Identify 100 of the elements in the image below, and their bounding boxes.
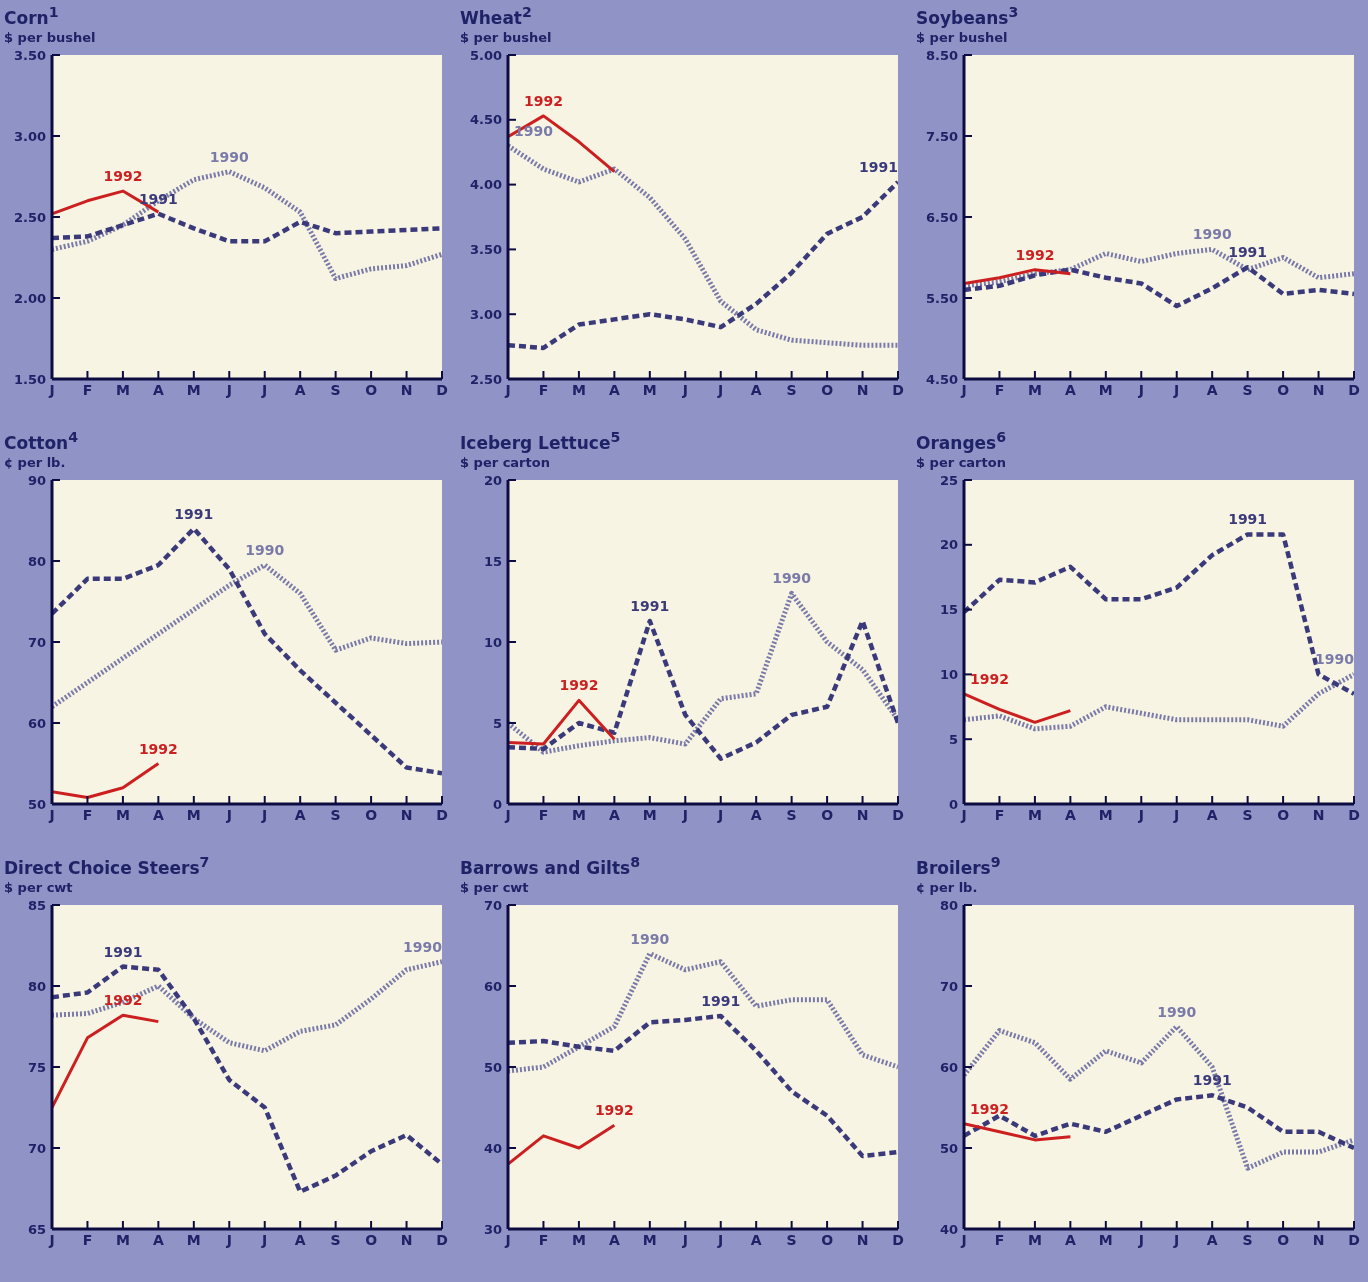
x-tick-label: S	[1242, 806, 1253, 823]
y-tick-label: 50	[483, 1059, 502, 1075]
x-tick-label: J	[681, 1231, 688, 1248]
chart-title: Cotton$^{4}$	[4, 429, 80, 453]
x-tick-label: A	[608, 1231, 620, 1248]
x-tick-label: J	[225, 806, 232, 823]
x-tick-label: D	[436, 1231, 448, 1248]
x-tick-label: M	[115, 1231, 130, 1248]
y-tick-label: 90	[27, 472, 46, 488]
x-tick-label: D	[892, 1231, 904, 1248]
x-tick-label: M	[186, 806, 201, 823]
x-tick-label: J	[48, 806, 55, 823]
line-series	[964, 1121, 1072, 1142]
x-tick-label: M	[642, 1231, 657, 1248]
series-label: 1991	[103, 943, 143, 960]
y-axis-title: $ per carton	[460, 454, 551, 470]
x-tick-label: A	[152, 381, 164, 398]
y-tick-label: 5.00	[469, 47, 502, 63]
x-tick-label: J	[960, 806, 967, 823]
y-tick-label: 7.50	[925, 128, 958, 144]
series-label: 1991	[1228, 243, 1268, 260]
y-tick-label: 25	[939, 472, 958, 488]
x-tick-label: A	[1206, 806, 1218, 823]
x-tick-label: S	[330, 381, 341, 398]
x-tick-label: S	[330, 806, 341, 823]
chart-title: Wheat$^{2}$	[460, 4, 533, 28]
x-tick-label: A	[152, 1231, 164, 1248]
y-tick-label: 0	[492, 796, 502, 812]
series-label: 1990	[1192, 226, 1232, 243]
x-tick-label: A	[1064, 806, 1076, 823]
y-tick-label: 5.50	[925, 290, 958, 306]
series-label: 1992	[103, 167, 143, 184]
x-tick-label: A	[1206, 381, 1218, 398]
x-tick-label: J	[960, 1231, 967, 1248]
y-tick-label: 60	[483, 978, 502, 994]
x-tick-label: A	[294, 1231, 306, 1248]
y-tick-label: 50	[939, 1140, 958, 1156]
x-tick-label: M	[186, 1231, 201, 1248]
x-tick-label: N	[400, 381, 413, 398]
series-label: 1991	[1228, 511, 1268, 528]
x-tick-label: J	[261, 1231, 268, 1248]
x-tick-label: F	[538, 381, 549, 398]
x-tick-label: A	[294, 381, 306, 398]
y-tick-label: 70	[483, 897, 502, 913]
x-tick-label: M	[642, 806, 657, 823]
x-tick-label: M	[115, 806, 130, 823]
x-tick-label: N	[400, 1231, 413, 1248]
y-tick-label: 70	[939, 978, 958, 994]
y-tick-label: 4.00	[469, 176, 502, 192]
x-tick-label: J	[1137, 1231, 1144, 1248]
x-tick-label: J	[681, 381, 688, 398]
y-tick-label: 2.00	[13, 290, 46, 306]
x-tick-label: O	[821, 381, 834, 398]
x-tick-label: M	[1027, 806, 1042, 823]
x-tick-label: J	[48, 381, 55, 398]
x-tick-label: J	[681, 806, 688, 823]
x-tick-label: A	[750, 806, 762, 823]
x-tick-label: F	[82, 381, 93, 398]
x-tick-label: J	[261, 806, 268, 823]
x-tick-label: F	[994, 381, 1005, 398]
series-label: 1990	[514, 122, 554, 139]
y-tick-label: 2.50	[13, 209, 46, 225]
series-label: 1991	[174, 505, 214, 522]
x-tick-label: F	[994, 1231, 1005, 1248]
y-tick-label: 2.50	[469, 371, 502, 387]
x-tick-label: J	[504, 381, 511, 398]
series-label: 1991	[859, 158, 898, 175]
x-tick-label: M	[115, 381, 130, 398]
x-tick-label: J	[48, 1231, 55, 1248]
line-series	[52, 963, 442, 1194]
x-tick-label: F	[82, 1231, 93, 1248]
x-tick-label: A	[750, 381, 762, 398]
chart-title: Iceberg Lettuce$^{5}$	[460, 429, 622, 453]
x-tick-label: J	[225, 381, 232, 398]
series-label: 1990	[630, 930, 670, 947]
series-label: 1992	[970, 670, 1009, 687]
line-series	[964, 1092, 1354, 1150]
x-tick-label: O	[821, 806, 834, 823]
line-series	[52, 526, 442, 776]
x-tick-label: D	[1348, 1231, 1360, 1248]
x-tick-label: A	[1064, 1231, 1076, 1248]
x-tick-label: M	[1098, 806, 1113, 823]
x-tick-label: M	[1027, 1231, 1042, 1248]
line-series	[508, 1123, 616, 1166]
x-tick-label: N	[400, 806, 413, 823]
y-tick-label: 65	[27, 1221, 46, 1237]
y-tick-label: 30	[483, 1221, 502, 1237]
line-series	[964, 692, 1072, 724]
line-series	[52, 761, 160, 799]
series-label: 1992	[138, 740, 178, 757]
y-tick-label: 70	[27, 1140, 46, 1156]
series-label: 1990	[772, 570, 812, 587]
series-label: 1990	[403, 938, 443, 955]
y-tick-label: 80	[27, 978, 46, 994]
x-tick-label: O	[365, 806, 378, 823]
x-tick-label: A	[294, 806, 306, 823]
x-tick-label: M	[1098, 1231, 1113, 1248]
line-series	[964, 264, 1354, 309]
x-tick-label: A	[608, 381, 620, 398]
x-tick-label: J	[1137, 381, 1144, 398]
